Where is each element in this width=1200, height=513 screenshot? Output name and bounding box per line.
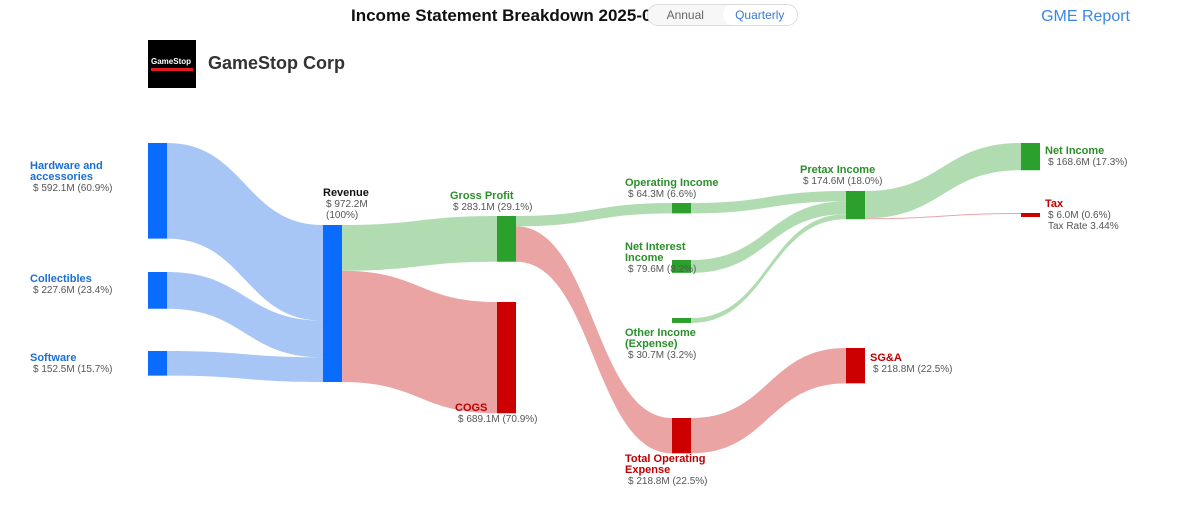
node-operating-income: [672, 203, 691, 214]
flow-pretax_income-to-tax: [865, 213, 1021, 220]
node-other-income: [672, 318, 691, 323]
flow-net_interest-to-pretax_income: [691, 201, 846, 273]
node-label-other-income: Other Income: [625, 327, 696, 339]
node-value-revenue: (100%): [326, 210, 358, 221]
gamestop-logo: GameStop: [148, 40, 196, 88]
node-label-collectibles: Collectibles: [30, 273, 92, 285]
logo-red-stripe: [151, 68, 193, 71]
node-label-software: Software: [30, 352, 76, 364]
node-label-gross-profit: Gross Profit: [450, 190, 514, 202]
chart-title: Income Statement Breakdown 2025-07: [351, 6, 661, 25]
node-total-opex: [672, 418, 691, 454]
flow-revenue-to-cogs: [342, 270, 497, 414]
node-pretax-income: [846, 191, 865, 220]
gme-report-link[interactable]: GME Report: [1041, 8, 1130, 25]
node-label-tax: Tax: [1045, 198, 1064, 210]
node-sga: [846, 348, 865, 384]
sankey-nodes: [148, 143, 1040, 454]
sankey-links: [167, 143, 1021, 454]
node-gross-profit: [497, 216, 516, 262]
flow-collectibles-to-revenue: [167, 272, 323, 358]
node-label-hardware: accessories: [30, 171, 93, 183]
flow-pretax_income-to-net_income: [865, 143, 1021, 219]
node-label-other-income: (Expense): [625, 338, 678, 350]
node-collectibles: [148, 272, 167, 309]
flow-revenue-to-gross_profit: [342, 216, 497, 271]
node-value-pretax-income: $ 174.6M (18.0%): [803, 176, 883, 187]
node-label-sga: SG&A: [870, 352, 902, 364]
node-net-interest: [672, 260, 691, 273]
flow-software-to-revenue: [167, 351, 323, 383]
node-value-net-income: $ 168.6M (17.3%): [1048, 157, 1128, 168]
node-value-operating-income: $ 64.3M (6.6%): [628, 189, 696, 200]
node-value-tax: $ 6.0M (0.6%): [1048, 210, 1111, 221]
node-value-cogs: $ 689.1M (70.9%): [458, 414, 538, 425]
node-tax: [1021, 213, 1040, 217]
node-label-total-opex: Expense: [625, 464, 670, 476]
node-software: [148, 351, 167, 376]
node-value-net-interest: $ 79.6M (8.2%): [628, 264, 696, 275]
node-value-software: $ 152.5M (15.7%): [33, 364, 113, 375]
flow-gross_profit-to-operating_income: [516, 203, 672, 227]
node-label-revenue: Revenue: [323, 187, 369, 199]
node-value-gross-profit: $ 283.1M (29.1%): [453, 202, 533, 213]
node-revenue: [323, 225, 342, 383]
node-net-income: [1021, 143, 1040, 171]
node-value-tax: Tax Rate 3.44%: [1048, 221, 1119, 232]
logo-wordmark: GameStop: [151, 57, 192, 66]
flow-other_income-to-pretax_income: [691, 214, 846, 323]
node-value-total-opex: $ 218.8M (22.5%): [628, 476, 708, 487]
flow-total_opex-to-sga: [691, 348, 846, 454]
quarterly-toggle-button[interactable]: Quarterly: [722, 5, 797, 25]
node-hardware: [148, 143, 167, 239]
flow-gross_profit-to-total_opex: [516, 226, 672, 454]
flow-hardware-to-revenue: [167, 143, 323, 321]
node-label-cogs: COGS: [455, 402, 487, 414]
flow-operating_income-to-pretax_income: [691, 191, 846, 214]
node-cogs: [497, 302, 516, 414]
node-label-total-opex: Total Operating: [625, 453, 705, 465]
node-label-net-income: Net Income: [1045, 145, 1104, 157]
node-label-net-interest: Net Interest: [625, 241, 686, 253]
node-value-hardware: $ 592.1M (60.9%): [33, 183, 113, 194]
company-name: GameStop Corp: [208, 53, 346, 73]
node-value-revenue: $ 972.2M: [326, 199, 368, 210]
node-label-hardware: Hardware and: [30, 160, 103, 172]
node-value-other-income: $ 30.7M (3.2%): [628, 350, 696, 361]
node-value-collectibles: $ 227.6M (23.4%): [33, 285, 113, 296]
node-label-net-interest: Income: [625, 252, 664, 264]
annual-toggle-button[interactable]: Annual: [666, 8, 704, 22]
node-label-pretax-income: Pretax Income: [800, 164, 875, 176]
node-label-operating-income: Operating Income: [625, 177, 719, 189]
period-toggle[interactable]: Annual Quarterly: [647, 4, 798, 26]
node-value-sga: $ 218.8M (22.5%): [873, 364, 953, 375]
